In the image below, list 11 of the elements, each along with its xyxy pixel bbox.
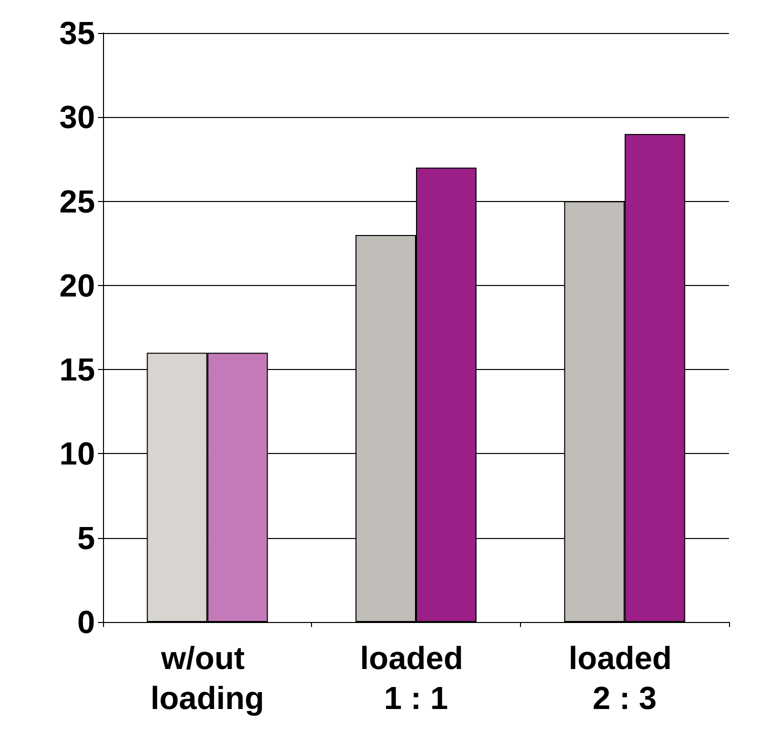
y-tick-label: 35 bbox=[59, 15, 95, 51]
x-tick-label: w/out loading bbox=[150, 640, 264, 716]
y-tick-label: 25 bbox=[59, 183, 95, 220]
y-tick-label: 30 bbox=[59, 99, 95, 136]
y-tick-label: 10 bbox=[59, 436, 95, 472]
x-tick-label: loaded 2 : 3 bbox=[568, 640, 681, 716]
y-tick-label: 0 bbox=[77, 604, 95, 640]
x-tick-label: loaded 1 : 1 bbox=[360, 640, 472, 716]
y-tick-label: 20 bbox=[59, 267, 95, 304]
y-tick-label: 5 bbox=[77, 520, 95, 556]
y-tick-label: 15 bbox=[59, 352, 95, 388]
